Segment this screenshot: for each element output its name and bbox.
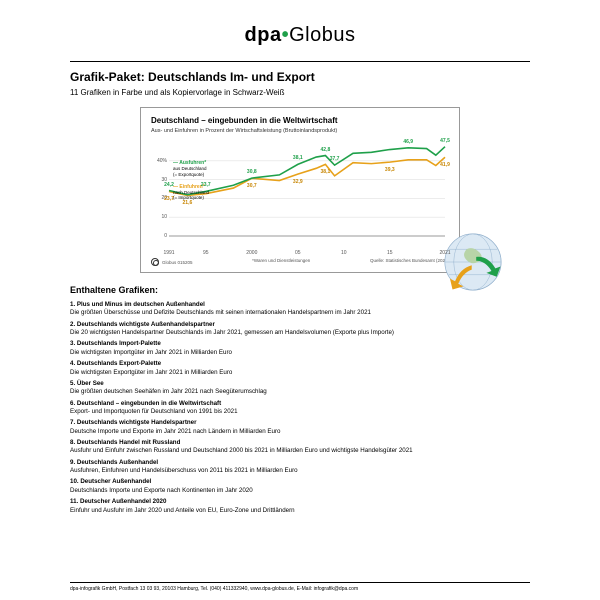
data-label: 23,7	[164, 196, 174, 202]
package-subtitle: 11 Grafiken in Farbe und als Kopiervorla…	[70, 88, 530, 97]
package-title: Grafik-Paket: Deutschlands Im- und Expor…	[70, 70, 530, 84]
x-tick-label: 95	[203, 250, 209, 256]
data-label: 32,9	[293, 179, 303, 185]
y-tick-label: 0	[164, 233, 167, 239]
list-item-desc: Die größten deutschen Seehäfen im Jahr 2…	[70, 388, 530, 396]
chart-plot: — Ausfuhren* aus Deutschland(= Exportquo…	[151, 138, 449, 248]
data-label: 23,7	[201, 182, 211, 188]
data-label: 41,9	[440, 162, 450, 168]
data-label: 37,7	[330, 156, 340, 162]
x-tick-label: 10	[341, 250, 347, 256]
data-label: 38,1	[321, 169, 331, 175]
list-item-desc: Ausfuhren, Einfuhren und Handelsüberschu…	[70, 467, 530, 475]
list-item-desc: Ausfuhr und Einfuhr zwischen Russland un…	[70, 447, 530, 455]
chart-title: Deutschland – eingebunden in die Weltwir…	[151, 116, 449, 125]
chart-footnote: *Waren und Dienstleistungen	[252, 258, 310, 266]
list-item-desc: Die wichtigsten Importgüter im Jahr 2021…	[70, 349, 530, 357]
data-label: 38,1	[293, 155, 303, 161]
list-item-title: 11. Deutscher Außenhandel 2020	[70, 498, 530, 506]
brand-dot-icon: •	[282, 24, 290, 46]
x-tick-label: 2000	[246, 250, 257, 256]
graphics-list: 1. Plus und Minus im deutschen Außenhand…	[70, 301, 530, 515]
legend-import-desc: nach Deutschland(= Importquote)	[173, 190, 209, 201]
list-item-title: 7. Deutschlands wichtigste Handelspartne…	[70, 419, 530, 427]
chart-legend: — Ausfuhren* aus Deutschland(= Exportquo…	[173, 160, 209, 201]
chart-subtitle: Aus- und Einfuhren in Prozent der Wirtsc…	[151, 128, 449, 134]
chart-footer: Globus 015205 *Waren und Dienstleistunge…	[151, 258, 449, 266]
globus-code: Globus 015205	[151, 258, 193, 266]
list-item-title: 3. Deutschlands Import-Palette	[70, 340, 530, 348]
data-label: 21,6	[183, 200, 193, 206]
data-label: 30,8	[247, 169, 257, 175]
x-tick-label: 05	[295, 250, 301, 256]
data-label: 42,8	[321, 147, 331, 153]
chart-card: Deutschland – eingebunden in die Weltwir…	[140, 107, 460, 273]
x-tick-label: 15	[387, 250, 393, 256]
legend-export-desc: aus Deutschland(= Exportquote)	[173, 166, 209, 177]
document-page: dpa•Globus Grafik-Paket: Deutschlands Im…	[0, 0, 600, 600]
list-item-desc: Export- und Importquoten für Deutschland…	[70, 408, 530, 416]
list-item-title: 2. Deutschlands wichtigste Außenhandelsp…	[70, 321, 530, 329]
x-tick-label: 2021	[439, 250, 450, 256]
rule-top	[70, 61, 530, 62]
list-item-desc: Die größten Überschüsse und Defizite Deu…	[70, 309, 530, 317]
list-item-title: 10. Deutscher Außenhandel	[70, 478, 530, 486]
list-item-desc: Einfuhr und Ausfuhr im Jahr 2020 und Ant…	[70, 507, 530, 515]
brand-dpa: dpa	[245, 24, 282, 46]
list-item-desc: Deutsche Importe und Exporte im Jahr 202…	[70, 428, 530, 436]
data-label: 39,3	[385, 167, 395, 173]
list-item-desc: Deutschlands Importe und Exporte nach Ko…	[70, 487, 530, 495]
data-label: 46,9	[403, 139, 413, 145]
list-item-title: 1. Plus und Minus im deutschen Außenhand…	[70, 301, 530, 309]
data-label: 47,5	[440, 138, 450, 144]
y-tick-label: 10	[161, 214, 167, 220]
x-tick-label: 1991	[163, 250, 174, 256]
page-footer: dpa-infografik GmbH, Postfach 13 03 93, …	[70, 582, 530, 592]
data-label: 24,2	[164, 182, 174, 188]
list-item-title: 9. Deutschlands Außenhandel	[70, 459, 530, 467]
chart-source: Quelle: Statistisches Bundesamt (2022)	[370, 258, 449, 266]
list-item-desc: Die wichtigsten Exportgüter im Jahr 2021…	[70, 369, 530, 377]
brand-logo: dpa•Globus	[70, 24, 530, 47]
list-item-title: 6. Deutschland – eingebunden in die Welt…	[70, 400, 530, 408]
globus-icon	[151, 258, 159, 266]
list-item-desc: Die 20 wichtigsten Handelspartner Deutsc…	[70, 329, 530, 337]
brand-globus: Globus	[289, 24, 355, 46]
list-item-title: 4. Deutschlands Export-Palette	[70, 360, 530, 368]
list-item-title: 5. Über See	[70, 380, 530, 388]
y-tick-label: 40%	[157, 158, 167, 164]
list-item-title: 8. Deutschlands Handel mit Russland	[70, 439, 530, 447]
data-label: 30,7	[247, 183, 257, 189]
